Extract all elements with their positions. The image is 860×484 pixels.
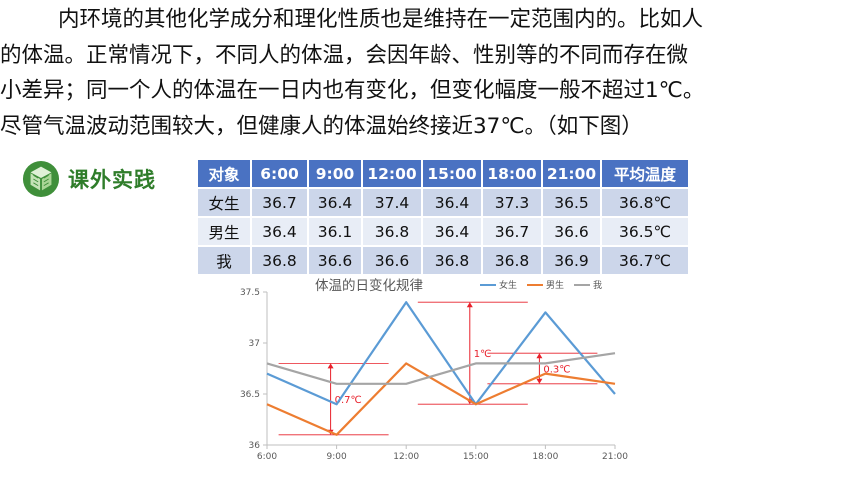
table-cell: 36.6 [361,245,423,276]
x-tick-label: 12:00 [393,452,419,462]
legend-label: 我 [593,280,602,291]
leaf-cube-icon [22,160,60,198]
column-header: 21:00 [541,158,602,189]
annotation-arrowhead-up [466,302,473,308]
column-header: 12:00 [361,158,423,189]
temperature-line-chart: 36 36.5 37 37.5 6:00 9:00 12:00 15:00 18:00 21:00… [240,278,628,462]
annotation-label: 0.7℃ [335,395,362,406]
series-line [266,362,616,436]
table-cell: 36.6 [307,245,363,276]
table-cell: 37.3 [481,187,543,218]
annotation-label: 1℃ [474,349,492,360]
column-header: 对象 [196,158,252,189]
table-cell: 36.7℃ [600,245,690,276]
table-cell: 36.4 [250,216,309,247]
table-cell: 36.8 [421,245,483,276]
column-header: 6:00 [250,158,309,189]
x-tick-label: 15:00 [463,452,489,462]
annotation-label: 0.3℃ [543,365,570,376]
y-tick-label: 36 [249,441,261,451]
table-cell: 36.5℃ [600,216,690,247]
annotation-arrowhead-up [536,353,543,359]
x-tick-label: 21:00 [602,452,628,462]
badge-label: 课外实践 [68,168,156,192]
column-header: 18:00 [481,158,543,189]
x-tick-label: 6:00 [257,452,277,462]
table-cell: 男生 [196,216,252,247]
chart-title: 体温的日变化规律 [315,278,423,294]
paragraph-line: 尽管气温波动范围较大，但健康人的体温始终接近37℃。（如下图） [0,113,643,139]
series-line [266,301,616,406]
practice-badge: 课外实践 [22,160,156,198]
table-cell: 36.9 [541,245,602,276]
table-cell: 女生 [196,187,252,218]
x-tick-label: 9:00 [326,452,346,462]
y-tick-label: 37 [249,339,260,349]
column-header: 15:00 [421,158,483,189]
intro-paragraph: 内环境的其他化学成分和理化性质也是维持在一定范围内的。比如人 的体温。正常情况下… [0,2,856,144]
table-header-row: 对象 6:00 9:00 12:00 15:00 18:00 21:00 平均温… [196,158,690,189]
annotation-arrowhead-up [327,363,334,369]
table-row: 男生 36.4 36.1 36.8 36.4 36.7 36.6 36.5℃ [196,216,690,247]
legend-label: 女生 [499,279,517,291]
table-cell: 37.4 [361,187,423,218]
table-cell: 36.5 [541,187,602,218]
table-cell: 36.4 [421,216,483,247]
annotation-arrowhead-down [536,378,543,384]
table-cell: 36.8 [250,245,309,276]
paragraph-line: 内环境的其他化学成分和理化性质也是维持在一定范围内的。比如人 [58,7,704,32]
table-cell: 36.1 [307,216,363,247]
y-tick-label: 36.5 [240,390,260,400]
paragraph-line: 的体温。正常情况下，不同人的体温，会因年龄、性别等的不同而存在微 [0,42,689,68]
table-cell: 36.8 [361,216,423,247]
table-cell: 36.7 [481,216,543,247]
table-row: 女生 36.7 36.4 37.4 36.4 37.3 36.5 36.8℃ [196,187,690,218]
legend-label: 男生 [546,279,564,291]
series-line [266,352,616,385]
temperature-table: 对象 6:00 9:00 12:00 15:00 18:00 21:00 平均温… [196,158,690,276]
y-tick-label: 37.5 [240,288,260,298]
table-row: 我 36.8 36.6 36.6 36.8 36.8 36.9 36.7℃ [196,245,690,276]
x-tick-label: 18:00 [532,452,558,462]
table-cell: 36.6 [541,216,602,247]
table-cell: 36.7 [250,187,309,218]
table-cell: 36.4 [307,187,363,218]
table-cell: 36.8℃ [600,187,690,218]
table-cell: 我 [196,245,252,276]
column-header: 9:00 [307,158,363,189]
table-cell: 36.8 [481,245,543,276]
column-header: 平均温度 [600,158,690,189]
paragraph-line: 小差异；同一个人的体温在一日内也有变化，但变化幅度一般不超过1℃。 [0,78,705,103]
table-cell: 36.4 [421,187,483,218]
